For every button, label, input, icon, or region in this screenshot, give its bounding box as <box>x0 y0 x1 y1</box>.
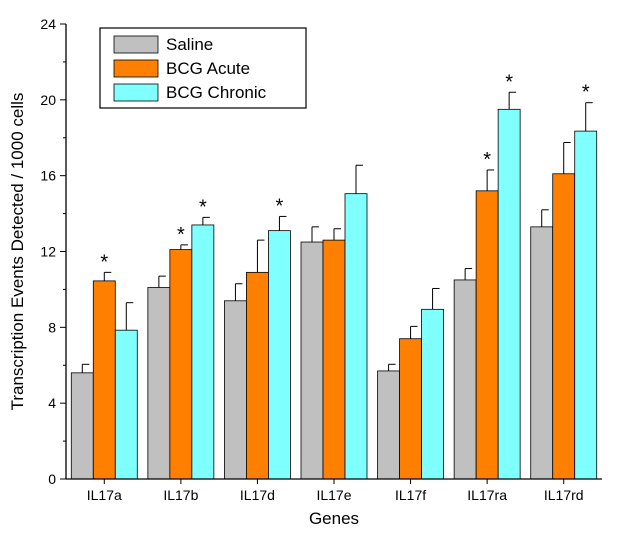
significance-star: * <box>199 196 207 218</box>
significance-star: * <box>582 82 590 104</box>
significance-star: * <box>100 251 108 273</box>
x-axis-title: Genes <box>309 509 359 528</box>
bar-il17e-bcg-chronic <box>344 193 368 480</box>
bar-il17b-saline <box>147 287 171 480</box>
legend-label-saline: Saline <box>166 35 213 54</box>
x-tick-label: IL17ra <box>467 487 507 503</box>
significance-markers-layer: * * * * * * * <box>100 71 589 273</box>
legend-label-bcg-acute: BCG Acute <box>166 59 250 78</box>
bar-il17d-saline <box>224 300 247 480</box>
y-tick-label: 0 <box>48 471 56 487</box>
significance-star: * <box>505 71 513 93</box>
y-tick-label: 16 <box>40 168 56 184</box>
legend: Saline BCG Acute BCG Chronic <box>99 27 307 109</box>
bar-il17ra-bcg-chronic <box>497 108 521 480</box>
y-tick-label: 12 <box>40 244 56 260</box>
error-bars-layer <box>81 91 593 373</box>
x-tick-label: IL17a <box>87 487 122 503</box>
bar-il17f-bcg-acute <box>399 338 422 480</box>
legend-label-bcg-chronic: BCG Chronic <box>166 83 267 102</box>
x-tick-label: IL17d <box>240 487 275 503</box>
y-tick-label: 24 <box>40 16 56 32</box>
bar-il17ra-saline <box>453 279 477 480</box>
bar-il17d-bcg-acute <box>246 271 269 480</box>
legend-swatch-bcg-acute <box>113 59 159 78</box>
y-axis-ticks: 0 4 8 12 16 20 24 <box>40 16 66 487</box>
bar-il17a-saline <box>70 372 94 480</box>
significance-star: * <box>483 149 491 171</box>
x-tick-label: IL17b <box>163 487 198 503</box>
bar-il17b-bcg-acute <box>169 249 193 480</box>
bar-il17d-bcg-chronic <box>268 230 291 480</box>
x-tick-label: IL17e <box>316 487 351 503</box>
legend-swatch-bcg-chronic <box>113 83 159 102</box>
bars-layer <box>70 108 598 480</box>
bar-il17ra-bcg-acute <box>475 190 499 480</box>
x-tick-label: IL17f <box>395 487 426 503</box>
y-tick-label: 4 <box>48 395 56 411</box>
x-axis-ticks: IL17a IL17b IL17d IL17e IL17f IL17ra IL17rd <box>87 479 584 503</box>
bar-il17f-bcg-chronic <box>421 308 444 480</box>
bar-il17a-bcg-chronic <box>114 329 138 480</box>
bar-il17rd-saline <box>530 226 554 480</box>
y-axis-title: Transcription Events Detected / 1000 cel… <box>8 93 27 411</box>
bar-il17a-bcg-acute <box>92 280 116 480</box>
significance-star: * <box>177 224 185 246</box>
significance-star: * <box>276 195 284 217</box>
legend-swatch-saline <box>113 35 159 54</box>
bar-il17rd-bcg-chronic <box>574 130 598 480</box>
bar-il17e-saline <box>300 241 324 480</box>
x-tick-label: IL17rd <box>544 487 584 503</box>
bar-il17f-saline <box>377 370 400 480</box>
bar-il17e-bcg-acute <box>322 239 346 480</box>
y-tick-label: 20 <box>40 92 56 108</box>
bar-il17b-bcg-chronic <box>191 224 215 480</box>
y-tick-label: 8 <box>48 319 56 335</box>
bar-il17rd-bcg-acute <box>552 173 576 480</box>
